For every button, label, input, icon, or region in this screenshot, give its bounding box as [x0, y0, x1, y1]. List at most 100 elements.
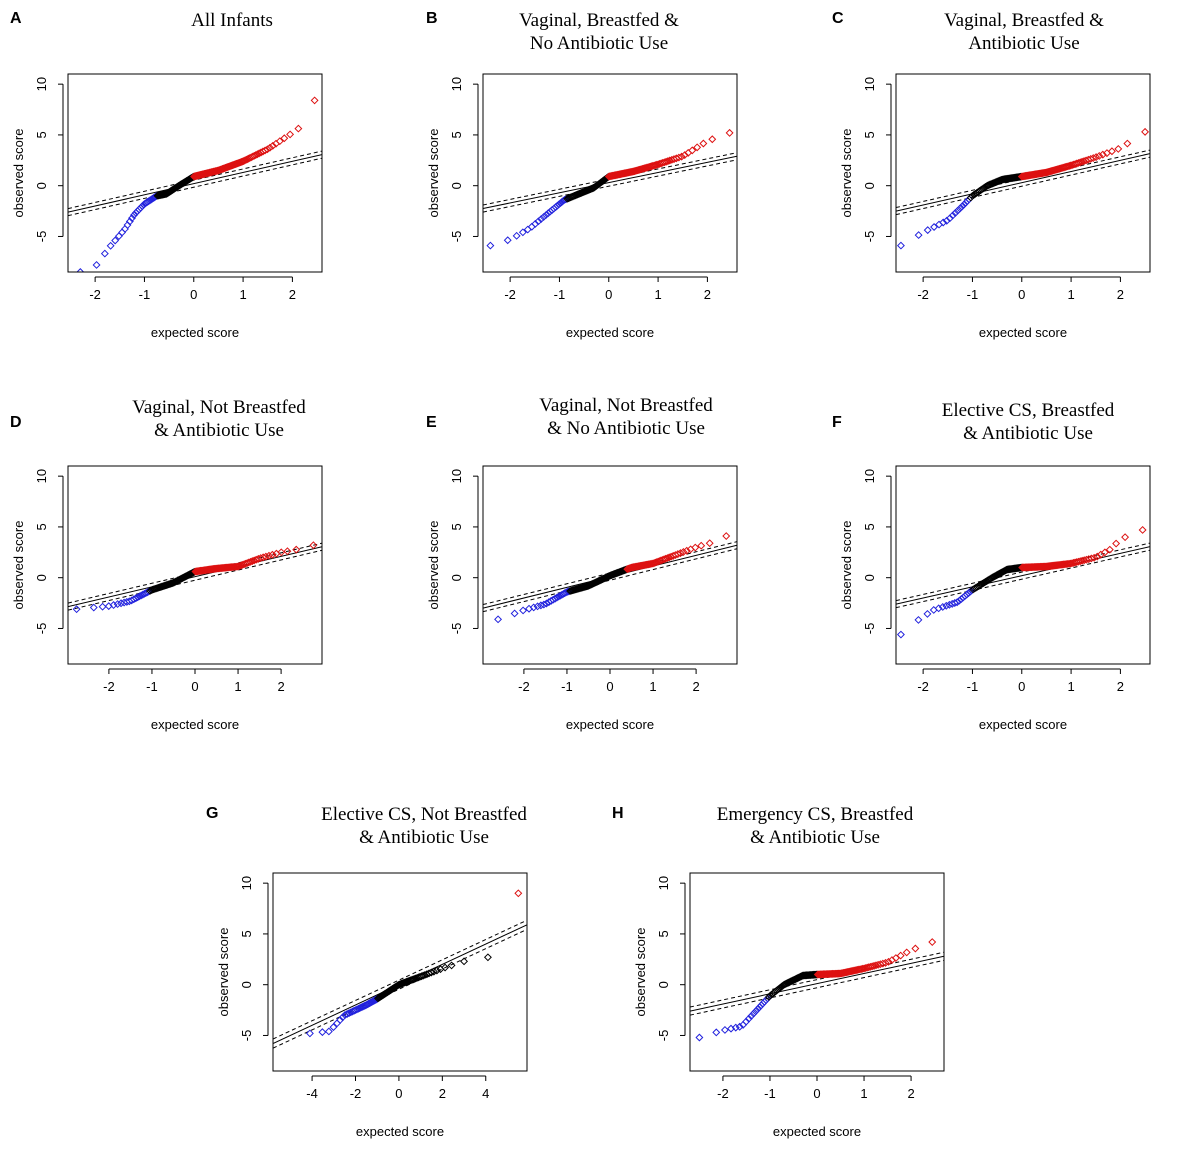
x-tick-label: 1	[239, 287, 246, 302]
data-point	[677, 152, 686, 161]
data-point	[118, 228, 127, 237]
x-axis-label: expected score	[773, 1124, 861, 1139]
data-point	[951, 209, 960, 217]
y-tick-label: 0	[449, 182, 464, 189]
data-point	[512, 231, 521, 240]
data-point	[1114, 144, 1123, 153]
y-tick-label: 0	[34, 574, 49, 581]
y-tick-label: 5	[449, 131, 464, 138]
reference-line	[690, 955, 944, 1012]
data-point	[735, 1022, 744, 1031]
data-point	[699, 139, 708, 148]
x-tick-label: 2	[907, 1086, 914, 1101]
data-point	[539, 213, 548, 221]
x-tick-label: -1	[967, 287, 979, 302]
reference-line	[68, 546, 322, 608]
confidence-band-upper	[273, 919, 527, 1040]
data-point	[100, 249, 109, 258]
data-point	[486, 241, 495, 250]
y-axis-label: observed score	[426, 521, 441, 610]
y-tick-label: 5	[656, 930, 671, 937]
y-tick-label: 5	[34, 523, 49, 530]
data-point	[661, 554, 670, 563]
confidence-band-lower	[68, 549, 322, 611]
x-tick-label: -4	[306, 1086, 318, 1101]
data-point	[896, 630, 905, 639]
y-tick-label: -5	[449, 231, 464, 243]
y-tick-label: 5	[862, 523, 877, 530]
data-point	[305, 1029, 314, 1038]
data-point	[679, 548, 688, 556]
data-point	[1093, 552, 1102, 561]
data-point	[121, 225, 129, 233]
data-point	[441, 963, 450, 972]
y-tick-label: 5	[862, 131, 877, 138]
data-point	[263, 145, 272, 154]
x-tick-label: 0	[1018, 679, 1025, 694]
data-point	[680, 151, 689, 159]
confidence-band-lower	[68, 157, 322, 217]
x-tick-label: 2	[704, 287, 711, 302]
x-tick-label: -1	[967, 679, 979, 694]
data-point	[280, 134, 289, 143]
data-point	[460, 957, 469, 966]
x-tick-label: 0	[606, 679, 613, 694]
panel-title-line: & Antibiotic Use	[750, 827, 880, 848]
data-point	[884, 957, 893, 966]
x-axis-label: expected score	[151, 717, 239, 732]
data-point	[518, 228, 527, 237]
y-tick-label: 10	[449, 469, 464, 483]
x-axis-label: expected score	[979, 325, 1067, 340]
panel-title-line: Vaginal, Breastfed &	[944, 10, 1104, 31]
y-tick-label: 5	[449, 523, 464, 530]
data-point	[663, 554, 672, 563]
reference-line	[896, 546, 1150, 605]
x-tick-label: -2	[518, 679, 530, 694]
y-axis-label: observed score	[216, 928, 231, 1017]
data-point	[534, 217, 543, 226]
panel-title-line: Elective CS, Breastfed	[942, 400, 1115, 421]
panel-title-line: Vaginal, Not Breastfed	[132, 397, 306, 418]
confidence-band-lower	[483, 159, 737, 213]
x-tick-label: 2	[692, 679, 699, 694]
x-tick-label: 4	[482, 1086, 489, 1101]
data-point	[942, 601, 951, 610]
x-tick-label: 2	[277, 679, 284, 694]
data-point	[923, 226, 932, 235]
panel-title-line: Vaginal, Breastfed &	[519, 10, 679, 31]
data-point	[519, 606, 528, 615]
data-point	[742, 1017, 751, 1026]
panel-title-line: Emergency CS, Breastfed	[717, 804, 914, 825]
data-point	[695, 1033, 704, 1042]
y-tick-label: 5	[239, 930, 254, 937]
data-point	[338, 1013, 347, 1022]
x-tick-label: 2	[1117, 287, 1124, 302]
x-tick-label: 0	[395, 1086, 402, 1101]
panel-letter: G	[206, 805, 218, 822]
panel-letter: D	[10, 414, 22, 431]
plot-area	[690, 938, 944, 1042]
plot-frame	[895, 465, 1151, 665]
data-point	[537, 215, 546, 224]
data-point	[1121, 533, 1130, 542]
data-point	[309, 541, 318, 550]
confidence-band-lower	[690, 959, 944, 1016]
y-axis-label: observed score	[11, 521, 26, 610]
data-point	[292, 545, 301, 554]
x-tick-label: -2	[350, 1086, 362, 1101]
y-axis-label: observed score	[839, 129, 854, 218]
x-axis-label: expected score	[979, 717, 1067, 732]
y-tick-label: 10	[862, 469, 877, 483]
panel-title-line: All Infants	[191, 10, 273, 31]
data-point	[264, 551, 273, 560]
confidence-band-lower	[896, 156, 1150, 216]
data-point	[1100, 548, 1109, 557]
data-point	[128, 214, 136, 223]
reference-line	[68, 154, 322, 213]
panel-e: E Vaginal, Not Breastfed& No Antibiotic U…	[426, 395, 738, 732]
data-point	[682, 546, 691, 555]
data-point	[939, 218, 948, 227]
x-axis-label: expected score	[151, 325, 239, 340]
data-point	[725, 128, 734, 137]
data-point	[911, 944, 920, 953]
